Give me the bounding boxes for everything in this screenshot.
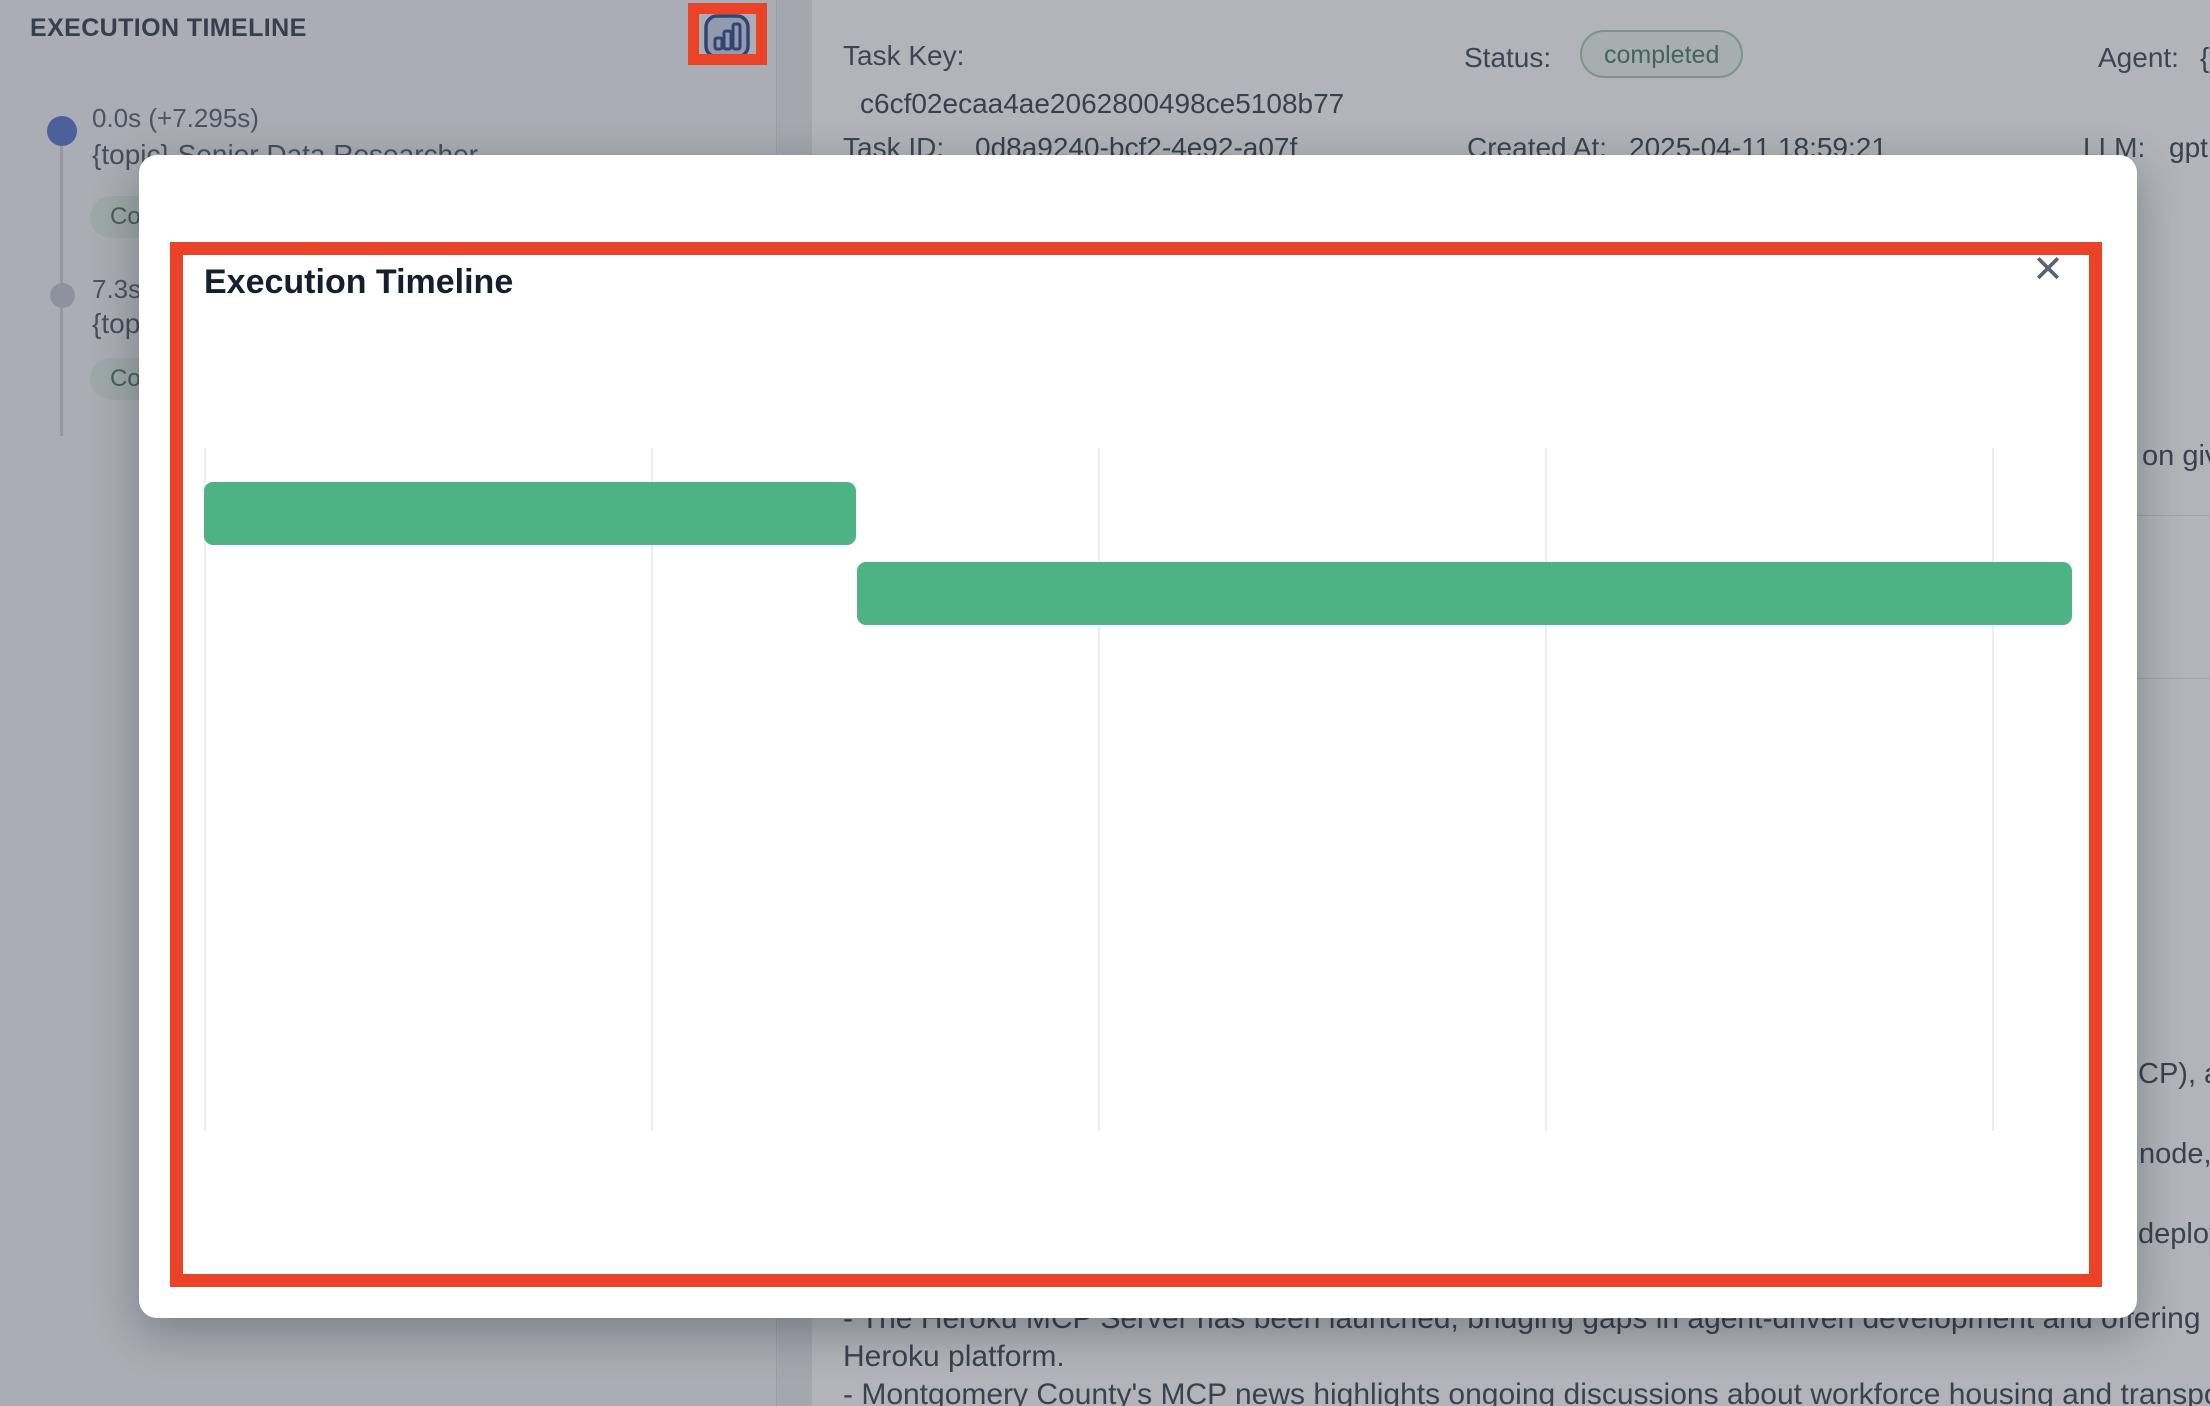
x-gridline: [1544, 448, 1547, 1131]
timeline-item-time: 7.3s: [92, 274, 142, 304]
llm-value: gpt: [2169, 132, 2208, 163]
x-gridline: [650, 448, 653, 1131]
task-key-value: c6cf02ecaa4ae2062800498ce5108b77: [860, 88, 1345, 119]
status-label: Status:: [1464, 42, 1552, 73]
sidebar-title: EXECUTION TIMELINE: [30, 14, 307, 42]
timeline-item-time: 0.0s (+7.295s): [92, 103, 259, 133]
execution-timeline-modal: Execution Timeline ✕ Completed Pending E…: [139, 155, 2137, 1318]
gantt-task-bar[interactable]: [856, 562, 2073, 625]
x-gridline: [1991, 448, 1994, 1131]
open-timeline-chart-button[interactable]: [701, 12, 753, 60]
close-icon[interactable]: ✕: [2025, 247, 2071, 293]
gantt-task-bar[interactable]: [204, 482, 857, 545]
clipped-text-fragment: deploy: [2138, 1218, 2210, 1250]
timeline-node-dot-active: [47, 116, 77, 146]
timeline-item-label[interactable]: {top: [92, 308, 141, 339]
task-output-text-line: Heroku platform.: [843, 1340, 1065, 1373]
clipped-text-fragment: on giv: [2142, 440, 2210, 472]
clipped-text-fragment: CP), a: [2138, 1058, 2210, 1090]
agent-label: Agent:: [2098, 42, 2179, 73]
task-key-label: Task Key:: [843, 40, 965, 71]
x-gridline: [1097, 448, 1100, 1131]
agent-value: {t: [2200, 42, 2210, 73]
task-output-text-line: - Montgomery County's MCP news highlight…: [843, 1378, 2210, 1406]
modal-title: Execution Timeline: [204, 263, 514, 301]
x-gridline: [204, 448, 206, 1131]
clipped-text-fragment: node,: [2139, 1138, 2210, 1170]
timeline-node-dot: [50, 283, 75, 308]
bar-chart-icon: [704, 13, 750, 59]
gantt-chart: 0.0s5.0s10.0s15.0s20.0s: [204, 448, 2090, 1131]
status-badge: completed: [1580, 30, 1744, 78]
